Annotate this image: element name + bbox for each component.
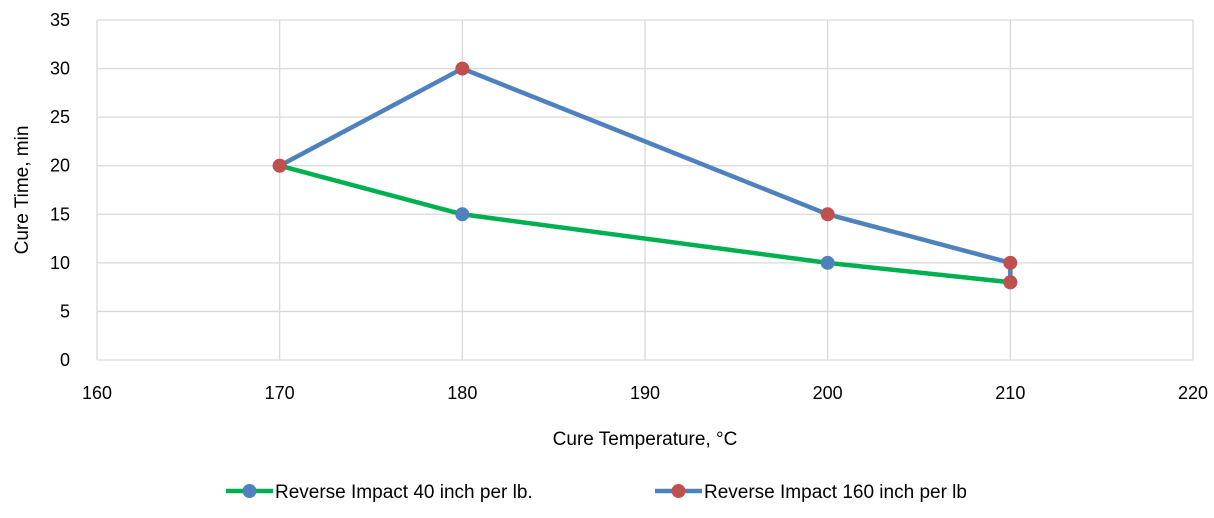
x-tick-label: 170 <box>265 383 295 403</box>
y-tick-label: 10 <box>50 253 70 273</box>
grid <box>96 19 1194 361</box>
y-tick-label: 0 <box>60 350 70 370</box>
legend-label: Reverse Impact 40 inch per lb. <box>275 482 533 503</box>
y-tick-label: 25 <box>50 107 70 127</box>
y-tick-label: 20 <box>50 156 70 176</box>
legend: Reverse Impact 40 inch per lb. Reverse Im… <box>226 482 967 503</box>
legend-item: Reverse Impact 160 inch per lb <box>655 482 967 503</box>
x-tick-label: 200 <box>813 383 843 403</box>
data-point <box>455 207 470 222</box>
legend-marker <box>242 484 257 498</box>
series-2 <box>272 61 1018 290</box>
data-point <box>1003 255 1018 270</box>
y-tick-label: 5 <box>60 301 70 321</box>
legend-label: Reverse Impact 160 inch per lb <box>704 482 967 503</box>
series <box>272 61 1018 290</box>
legend-item: Reverse Impact 40 inch per lb. <box>226 482 533 503</box>
y-tick-label: 30 <box>50 59 70 79</box>
series-line <box>277 163 1013 285</box>
data-point <box>820 255 835 270</box>
tick-labels: 0 5 10 15 20 25 30 35 160 170 180 190 200 210 220 <box>50 10 1208 403</box>
data-point <box>272 158 287 173</box>
legend-marker <box>671 484 686 498</box>
y-tick-label: 15 <box>50 204 70 224</box>
x-tick-label: 220 <box>1178 383 1208 403</box>
x-axis-title: Cure Temperature, °C <box>553 429 738 450</box>
y-tick-label: 35 <box>50 10 70 30</box>
data-point <box>820 207 835 222</box>
data-point <box>455 61 470 76</box>
x-tick-label: 180 <box>447 383 477 403</box>
x-tick-label: 210 <box>995 383 1025 403</box>
data-point <box>1003 275 1018 290</box>
x-tick-label: 190 <box>630 383 660 403</box>
x-tick-label: 160 <box>82 383 112 403</box>
y-axis-title: Cure Time, min <box>12 126 33 255</box>
